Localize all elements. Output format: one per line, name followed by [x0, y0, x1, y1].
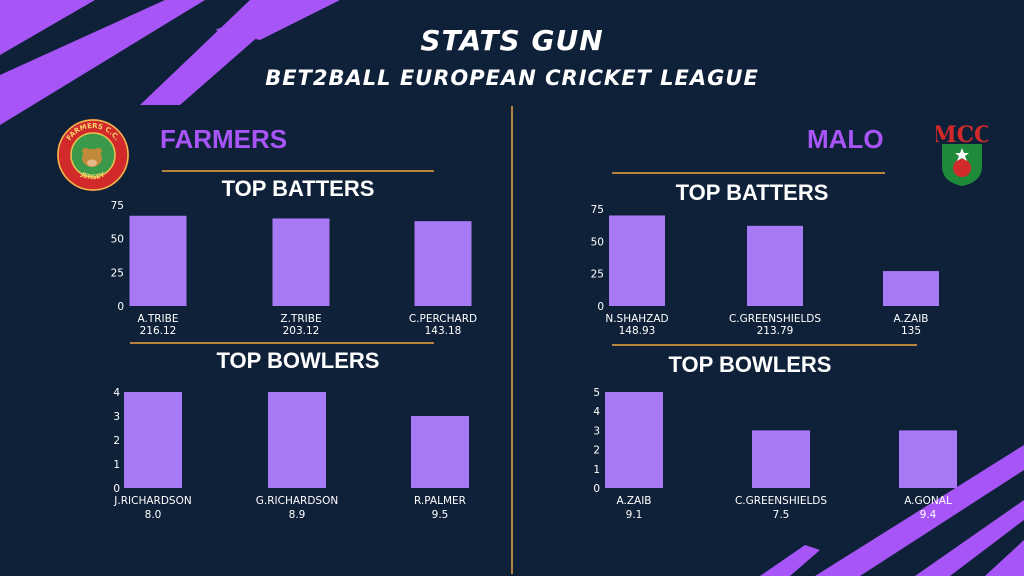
center-divider — [511, 106, 513, 574]
y-tick-label: 50 — [111, 234, 124, 246]
y-tick-label: 2 — [593, 445, 600, 457]
team-name-farmers: FARMERS — [160, 124, 288, 154]
sublabel: 216.12 — [140, 325, 177, 337]
category-label: A.GONAL — [904, 495, 952, 507]
category-label: C.GREENSHIELDS — [735, 495, 827, 507]
y-tick-label: 50 — [591, 236, 604, 248]
bar — [268, 392, 326, 488]
y-tick-label: 75 — [591, 204, 604, 216]
section-separator — [612, 344, 917, 346]
y-tick-label: 3 — [593, 425, 600, 437]
sublabel: 143.18 — [425, 325, 462, 337]
logo-text: MCC — [936, 122, 988, 148]
y-tick-label: 0 — [597, 301, 604, 313]
bar — [124, 392, 182, 488]
y-tick-label: 25 — [591, 269, 604, 281]
decor-streak — [760, 545, 820, 576]
sublabel: 9.4 — [920, 509, 937, 521]
y-tick-label: 0 — [117, 301, 124, 313]
category-label: J.RICHARDSON — [113, 495, 191, 507]
bar — [609, 215, 665, 306]
sublabel: 8.0 — [145, 509, 162, 521]
section-title-malo-bowlers: TOP BOWLERS — [668, 352, 832, 377]
sublabel: 135 — [901, 325, 921, 337]
y-tick-label: 25 — [111, 267, 124, 279]
bar — [272, 218, 330, 306]
category-label: Z.TRIBE — [280, 313, 321, 325]
y-tick-label: 0 — [113, 483, 120, 495]
decor-streak — [915, 500, 1024, 576]
bar — [899, 430, 957, 488]
category-label: G.RICHARDSON — [256, 495, 338, 507]
malo-logo: MCC — [936, 122, 988, 186]
sublabel: 203.12 — [283, 325, 320, 337]
decor-streak — [0, 0, 95, 55]
sublabel: 7.5 — [773, 509, 790, 521]
decor-streak — [0, 0, 205, 125]
y-tick-label: 4 — [113, 387, 120, 399]
section-title-farmers-batters: TOP BATTERS — [221, 176, 375, 201]
y-tick-label: 4 — [593, 406, 600, 418]
category-label: C.GREENSHIELDS — [729, 313, 821, 325]
category-label: R.PALMER — [414, 495, 466, 507]
y-tick-label: 3 — [113, 411, 120, 423]
team-name-malo: MALO — [807, 124, 884, 154]
page-subtitle: BET2BALL EUROPEAN CRICKET LEAGUE — [265, 66, 759, 90]
logo-text-bottom: JERSEY — [79, 170, 107, 181]
bar — [752, 430, 810, 488]
section-title-farmers-bowlers: TOP BOWLERS — [216, 348, 380, 373]
sublabel: 9.5 — [432, 509, 449, 521]
bar — [411, 416, 469, 488]
y-tick-label: 2 — [113, 435, 120, 447]
category-label: N.SHAHZAD — [605, 313, 668, 325]
sublabel: 9.1 — [626, 509, 643, 521]
farmers-logo: FARMERS C.C. JERSEY — [57, 119, 129, 191]
category-label: C.PERCHARD — [409, 313, 477, 325]
y-tick-label: 75 — [111, 200, 124, 212]
section-title-malo-batters: TOP BATTERS — [675, 180, 829, 205]
bar — [129, 215, 187, 306]
sublabel: 148.93 — [619, 325, 656, 337]
section-separator — [130, 342, 434, 344]
category-label: A.TRIBE — [138, 313, 179, 325]
team-underline — [612, 172, 885, 174]
page-title: STATS GUN — [420, 24, 604, 57]
y-tick-label: 1 — [593, 464, 600, 476]
sublabel: 213.79 — [757, 325, 794, 337]
bar — [747, 225, 803, 306]
bar — [883, 271, 939, 306]
decor-streak — [815, 445, 1024, 576]
category-label: A.ZAIB — [616, 495, 651, 507]
team-underline — [162, 170, 434, 172]
svg-text:JERSEY: JERSEY — [79, 170, 107, 181]
y-tick-label: 5 — [593, 387, 600, 399]
sublabel: 8.9 — [289, 509, 306, 521]
y-tick-label: 1 — [113, 459, 120, 471]
bar — [414, 221, 472, 306]
y-tick-label: 0 — [593, 483, 600, 495]
decor-streak — [985, 540, 1024, 576]
category-label: A.ZAIB — [893, 313, 928, 325]
bar — [605, 392, 663, 488]
decor-streak — [215, 0, 340, 40]
